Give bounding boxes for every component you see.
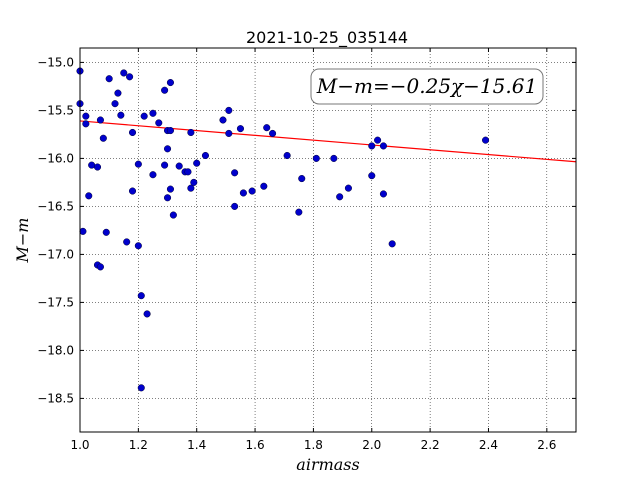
y-tick-label: −18.5 — [37, 391, 74, 405]
data-point — [128, 187, 137, 195]
data-point — [163, 194, 172, 202]
data-point — [344, 184, 352, 192]
x-tick-label: 2.4 — [479, 438, 498, 452]
x-tick-label: 1.6 — [246, 438, 265, 452]
x-tick-label: 1.2 — [129, 438, 148, 452]
data-point — [236, 125, 245, 133]
x-axis-label: airmass — [296, 455, 359, 474]
data-point — [117, 111, 125, 119]
data-point — [187, 128, 195, 137]
data-point — [368, 172, 376, 180]
data-point — [368, 142, 376, 150]
y-tick-label: −17.5 — [37, 295, 74, 309]
data-point — [379, 142, 387, 150]
data-point — [149, 171, 157, 179]
data-point — [193, 159, 201, 167]
data-point — [175, 162, 183, 170]
data-point — [239, 189, 247, 197]
data-point — [82, 112, 90, 120]
data-point — [96, 263, 104, 271]
data-point — [166, 127, 174, 135]
annotation-box: M−m=−0.25χ−15.61 — [310, 68, 544, 105]
x-tick-label: 1.4 — [187, 438, 206, 452]
data-point — [379, 190, 387, 198]
data-point — [388, 240, 396, 248]
data-point — [111, 100, 119, 108]
data-point — [225, 129, 233, 137]
data-point — [231, 169, 239, 177]
data-point — [248, 187, 256, 195]
data-point — [161, 161, 169, 169]
chart-title: 2021-10-25_035144 — [246, 28, 408, 48]
data-point — [201, 151, 210, 160]
data-point — [161, 86, 169, 94]
data-point — [134, 242, 142, 250]
annotation-frame — [310, 68, 544, 105]
data-point — [114, 89, 122, 97]
data-point — [169, 211, 177, 219]
data-point — [143, 310, 151, 318]
annotation-text: M−m=−0.25χ−15.61 — [316, 74, 537, 98]
plot-frame — [79, 47, 577, 433]
data-point — [312, 154, 320, 162]
data-point — [231, 202, 239, 210]
data-point — [82, 120, 90, 128]
data-point — [96, 116, 104, 124]
data-point — [298, 175, 306, 183]
y-tick-label: −17.0 — [37, 247, 74, 261]
data-point — [482, 136, 490, 144]
x-tick-label: 1.8 — [304, 438, 323, 452]
data-point — [155, 119, 163, 127]
data-point — [330, 154, 338, 162]
data-point — [126, 73, 134, 81]
data-point — [93, 163, 102, 171]
y-tick-label: −15.0 — [37, 55, 74, 69]
y-tick-label: −18.0 — [37, 343, 74, 357]
data-point — [137, 384, 145, 392]
fit-line — [79, 120, 577, 163]
data-point — [166, 79, 174, 87]
data-point — [105, 75, 113, 83]
data-point — [269, 129, 277, 137]
data-point — [260, 182, 268, 190]
data-point — [163, 145, 172, 153]
data-point — [166, 185, 174, 193]
data-point — [263, 124, 271, 132]
data-point — [79, 227, 87, 235]
data-point — [374, 136, 382, 144]
data-point — [283, 151, 291, 160]
data-point — [85, 192, 93, 200]
data-point — [190, 178, 198, 186]
fit-layer — [79, 120, 577, 163]
y-tick-label: −16.0 — [37, 151, 74, 165]
data-points — [76, 67, 490, 392]
data-point — [134, 160, 142, 168]
data-point — [128, 128, 137, 137]
y-tick-label: −15.5 — [37, 103, 74, 117]
x-tick-label: 1.0 — [70, 438, 89, 452]
data-point — [336, 193, 344, 201]
data-point — [140, 112, 148, 120]
data-point — [149, 109, 157, 117]
data-point — [120, 69, 128, 77]
data-point — [295, 208, 303, 216]
data-point — [184, 168, 192, 176]
data-point — [137, 292, 145, 300]
data-point — [99, 134, 107, 142]
data-point — [225, 106, 233, 114]
data-point — [102, 228, 110, 236]
x-tick-label: 2.0 — [362, 438, 381, 452]
data-point — [219, 116, 227, 124]
data-point — [187, 184, 195, 192]
ticks: 1.0 1.2 1.4 1.6 1.8 2.0 2.2 2.4 2.6 −15.0 −15.5 −16… — [37, 48, 576, 452]
data-point — [123, 238, 131, 246]
y-tick-label: −16.5 — [37, 199, 74, 213]
x-tick-label: 2.2 — [421, 438, 440, 452]
x-tick-label: 2.6 — [537, 438, 556, 452]
y-axis-label: M−m — [13, 218, 32, 264]
